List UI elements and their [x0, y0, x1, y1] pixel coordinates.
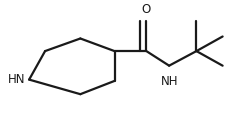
Text: HN: HN — [8, 73, 26, 86]
Text: O: O — [142, 3, 151, 16]
Text: NH: NH — [160, 75, 178, 88]
